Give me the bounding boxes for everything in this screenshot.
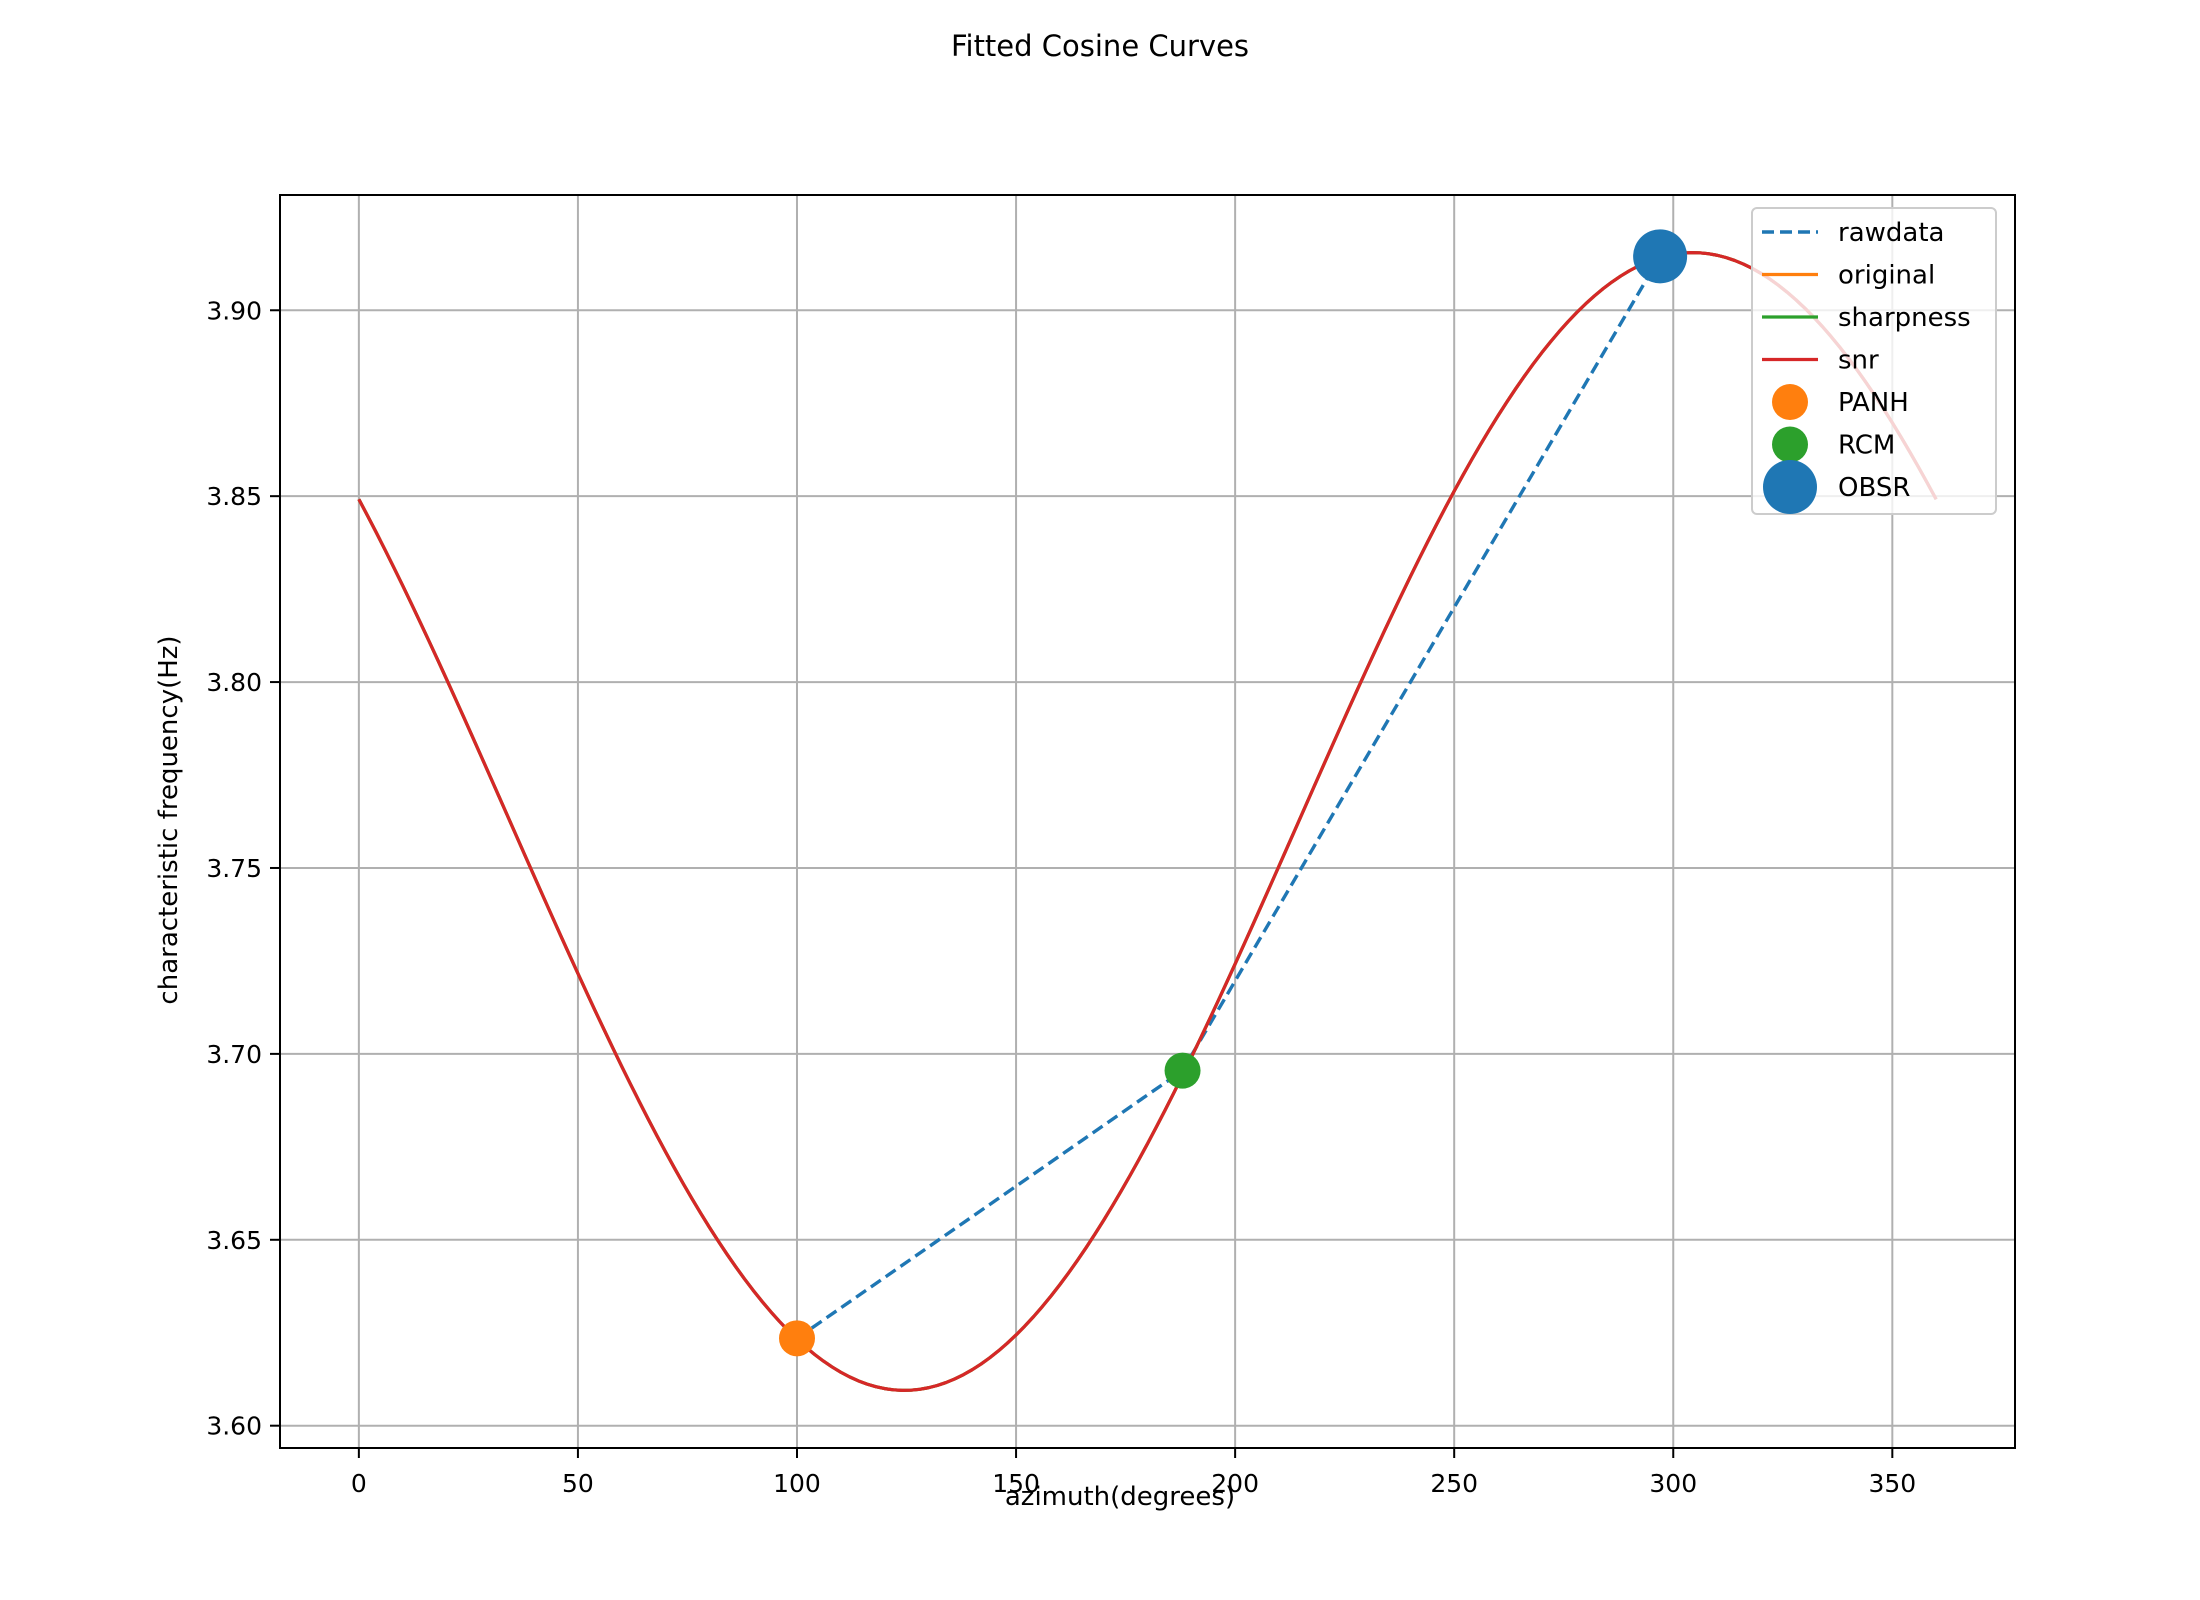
legend-entry-rawdata-label: rawdata <box>1838 218 1944 248</box>
chart-title: Fitted Cosine Curves <box>951 29 1249 63</box>
legend-entry-snr-label: snr <box>1838 346 1879 376</box>
y-axis-label: characteristic frequency(Hz) <box>154 635 184 1004</box>
legend-entry-original-label: original <box>1838 261 1935 291</box>
legend: rawdata original sharpness snr PANH RCM OBSR <box>1751 207 1997 515</box>
plot-area <box>279 194 2016 1449</box>
y-tick-label: 3.65 <box>206 1226 262 1255</box>
x-tick-label: 150 <box>992 1469 1040 1498</box>
legend-entry-obsr-label: OBSR <box>1838 473 1910 503</box>
y-tick-label: 3.90 <box>206 296 262 325</box>
y-tick-label: 3.70 <box>206 1040 262 1069</box>
x-tick-label: 250 <box>1430 1469 1478 1498</box>
legend-entry-sharpness-label: sharpness <box>1838 303 1971 333</box>
y-tick-label: 3.80 <box>206 668 262 697</box>
x-tick-label: 300 <box>1649 1469 1697 1498</box>
legend-entry-obsr-swatch <box>1763 460 1817 514</box>
point-rcm <box>1164 1052 1201 1089</box>
point-obsr <box>1633 229 1688 284</box>
points-layer <box>778 229 1688 1357</box>
point-panh <box>778 1320 815 1357</box>
y-tick-label: 3.85 <box>206 482 262 511</box>
x-tick-label: 50 <box>562 1469 594 1498</box>
x-tick-label: 0 <box>351 1469 367 1498</box>
y-tick-label: 3.75 <box>206 854 262 883</box>
x-axis-ticks: 0 50 100 150 200 250 300 350 <box>351 1448 1916 1498</box>
plot-frame <box>279 194 2016 1449</box>
legend-box <box>1751 207 1997 515</box>
y-tick-label: 3.60 <box>206 1412 262 1441</box>
y-axis-ticks: 3.60 3.65 3.70 3.75 3.80 3.85 3.90 <box>206 296 280 1441</box>
legend-entry-rcm-swatch <box>1772 426 1808 463</box>
legend-entry-rcm-label: RCM <box>1838 431 1895 461</box>
legend-entry-panh-label: PANH <box>1838 388 1909 418</box>
x-tick-label: 350 <box>1868 1469 1916 1498</box>
legend-entry-panh-swatch <box>1772 384 1808 420</box>
x-tick-label: 100 <box>773 1469 821 1498</box>
x-axis-label: azimuth(degrees) <box>1005 1482 1235 1512</box>
x-tick-label: 200 <box>1211 1469 1259 1498</box>
